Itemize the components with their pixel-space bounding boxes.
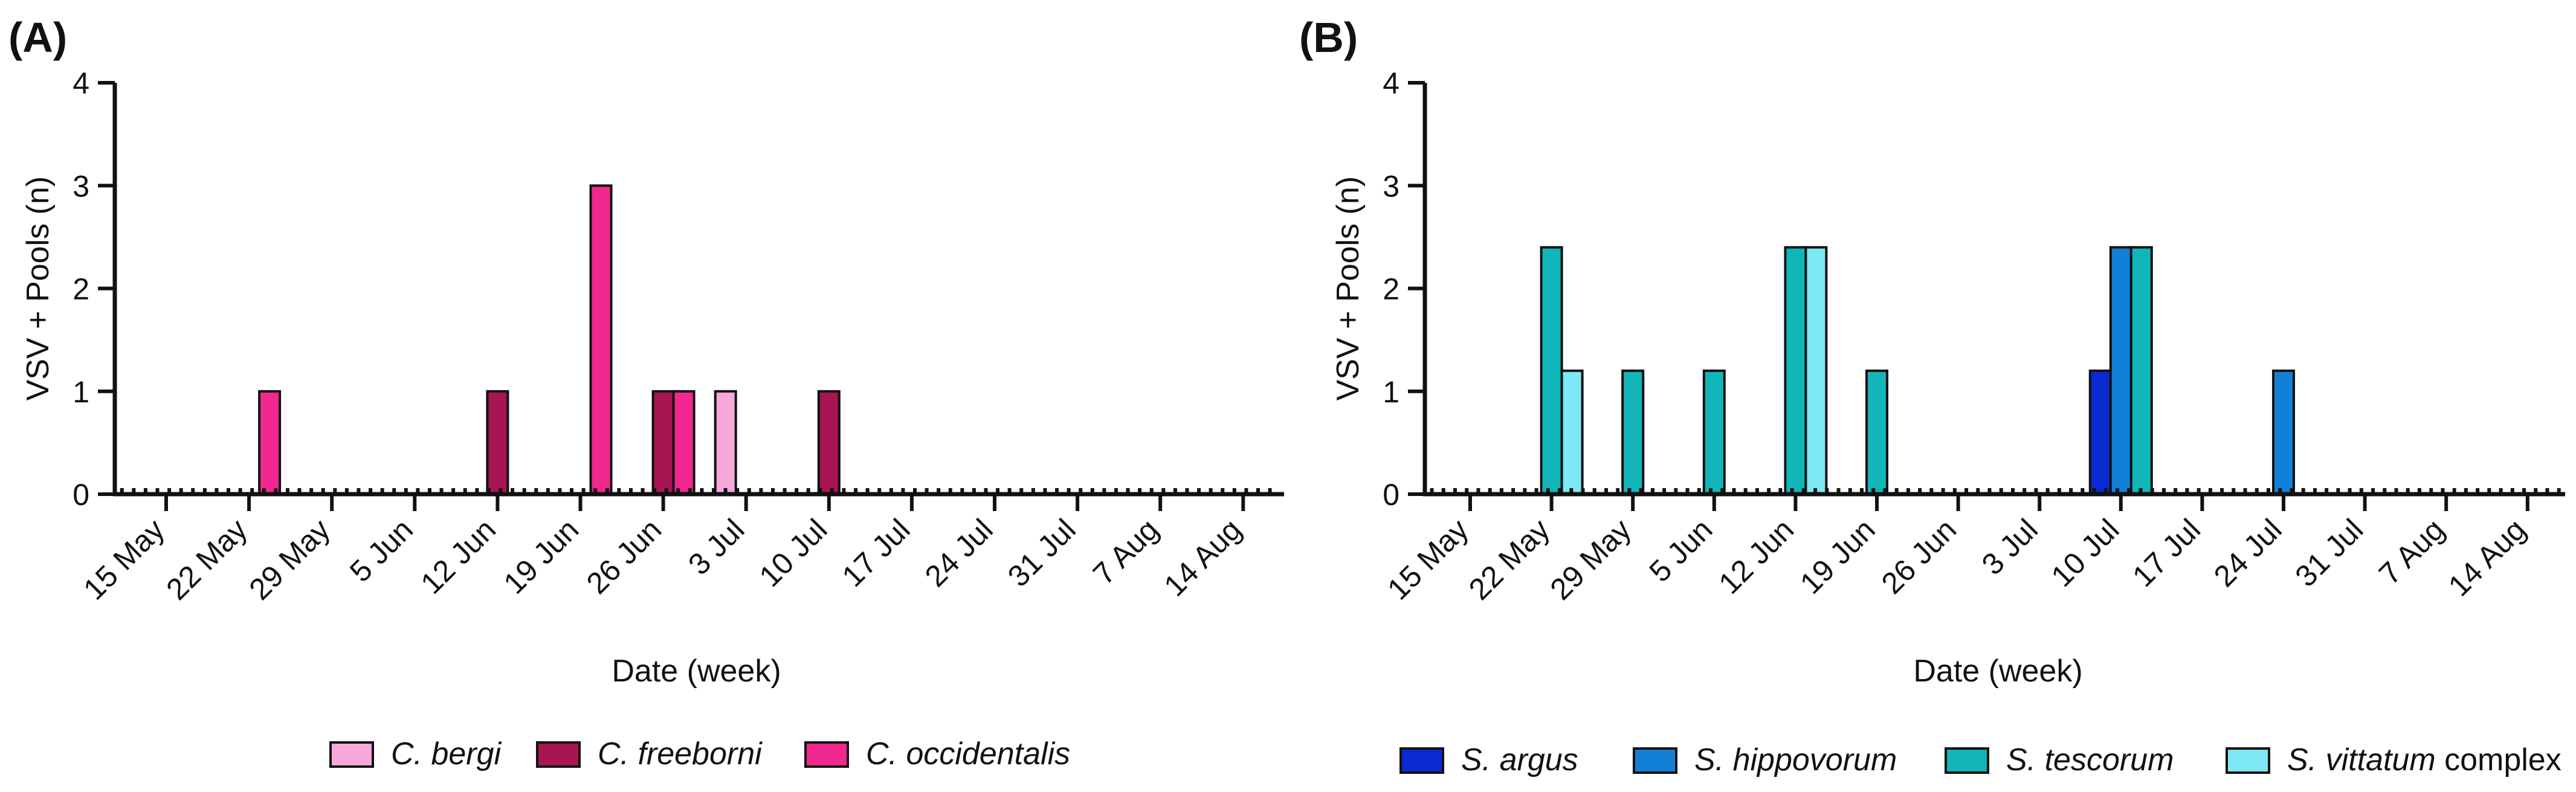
x-tick-label: 17 Jul	[2126, 512, 2207, 593]
legend-swatch	[1945, 747, 1989, 774]
y-tick-label: 0	[1383, 478, 1399, 512]
bar-s-argus-10-jul	[2088, 369, 2112, 496]
x-tick-label: 31 Jul	[2288, 512, 2369, 593]
x-tick-label: 15 May	[77, 512, 171, 607]
bar-s-vittatum-12-jun	[1804, 246, 1828, 495]
panel-label: (A)	[8, 14, 67, 61]
y-tick-label: 4	[73, 66, 89, 100]
x-tick-label: 5 Jun	[1642, 512, 1719, 588]
bar-c-freeborni-12-jun	[486, 390, 509, 495]
bar-s-tescorum-5-jun	[1702, 369, 1726, 496]
x-tick-label: 26 Jun	[580, 512, 668, 600]
x-tick-label: 10 Jul	[2045, 512, 2126, 593]
x-tick-label: 10 Jul	[753, 512, 834, 593]
y-tick-label: 3	[1383, 169, 1399, 203]
y-tick-label: 2	[73, 272, 89, 306]
bar-s-tescorum-12-jun	[1784, 246, 1807, 495]
bar-s-tescorum-19-jun	[1865, 369, 1888, 496]
legend-label: S. argus	[1461, 742, 1578, 778]
bar-c-bergi-3-jul	[714, 390, 737, 495]
legend-swatch	[1399, 747, 1444, 774]
x-tick-label: 29 May	[1543, 512, 1638, 607]
x-tick-label: 15 May	[1381, 512, 1475, 607]
y-tick-label: 1	[73, 375, 89, 409]
y-tick-label: 1	[1383, 375, 1399, 409]
x-tick-label: 19 Jun	[1793, 512, 1882, 600]
bar-s-tescorum-29-may	[1621, 369, 1645, 496]
legend-label: S. vittatum complex	[2287, 742, 2561, 778]
y-axis-title: VSV + Pools (n)	[21, 176, 56, 401]
x-tick-label: 31 Jul	[1001, 512, 1082, 593]
bar-c-freeborni-10-jul	[817, 390, 841, 495]
x-tick-label: 5 Jun	[343, 512, 419, 588]
y-tick-label: 0	[73, 478, 89, 512]
bar-s-hippovorum-24-jul	[2272, 369, 2295, 496]
legend-swatch	[329, 741, 374, 768]
x-tick-label: 3 Jul	[1975, 512, 2044, 581]
x-tick-label: 24 Jul	[918, 512, 999, 593]
x-tick-label: 7 Aug	[2372, 512, 2451, 591]
x-tick-label: 24 Jul	[2207, 512, 2288, 593]
x-tick-label: 19 Jun	[497, 512, 586, 600]
x-tick-label: 14 Aug	[2442, 512, 2532, 603]
x-tick-label: 17 Jul	[836, 512, 917, 593]
x-tick-label: 26 Jun	[1875, 512, 1963, 600]
legend-label: C. occidentalis	[866, 736, 1070, 771]
x-tick-label: 22 May	[160, 512, 254, 607]
bar-s-vittatum-22-may	[1560, 369, 1584, 496]
legend-label: S. hippovorum	[1694, 742, 1897, 778]
y-tick-label: 4	[1383, 66, 1399, 100]
x-tick-label: 12 Jun	[1712, 512, 1800, 600]
x-tick-label: 14 Aug	[1157, 512, 1248, 603]
bar-s-tescorum-22-may	[1540, 246, 1563, 495]
y-tick-label: 2	[1383, 272, 1399, 306]
bar-c-occidentalis-26-jun	[672, 390, 696, 495]
bar-c-occidentalis-22-may	[258, 390, 282, 495]
bar-s-hippovorum-10-jul	[2109, 246, 2132, 495]
legend-swatch	[1633, 747, 1677, 774]
x-tick-label: 12 Jun	[414, 512, 502, 600]
x-tick-label: 7 Aug	[1086, 512, 1165, 591]
x-tick-label: 29 May	[242, 512, 337, 607]
legend-swatch	[2226, 747, 2270, 774]
x-axis-title: Date (week)	[612, 654, 781, 689]
x-tick-label: 3 Jul	[682, 512, 751, 581]
legend-label: C. freeborni	[598, 736, 763, 771]
y-tick-label: 3	[73, 169, 89, 203]
legend-swatch	[804, 741, 849, 768]
x-axis-title: Date (week)	[1913, 654, 2082, 689]
x-tick-label: 22 May	[1462, 512, 1557, 607]
bar-c-freeborni-26-jun	[651, 390, 675, 495]
legend-label: S. tescorum	[2006, 742, 2174, 778]
legend: C. bergi C. freeborni C. occidentalis	[329, 736, 1070, 771]
legend-label: C. bergi	[391, 736, 502, 771]
legend: S. argus S. hippovorum S. tescorum S. vitta…	[1399, 742, 2561, 778]
bar-c-occidentalis-19-jun	[589, 184, 613, 495]
panel-label: (B)	[1299, 14, 1358, 61]
legend-swatch	[536, 741, 581, 768]
bar-s-tescorum-10-jul	[2129, 246, 2153, 495]
y-axis-title: VSV + Pools (n)	[1331, 176, 1366, 401]
